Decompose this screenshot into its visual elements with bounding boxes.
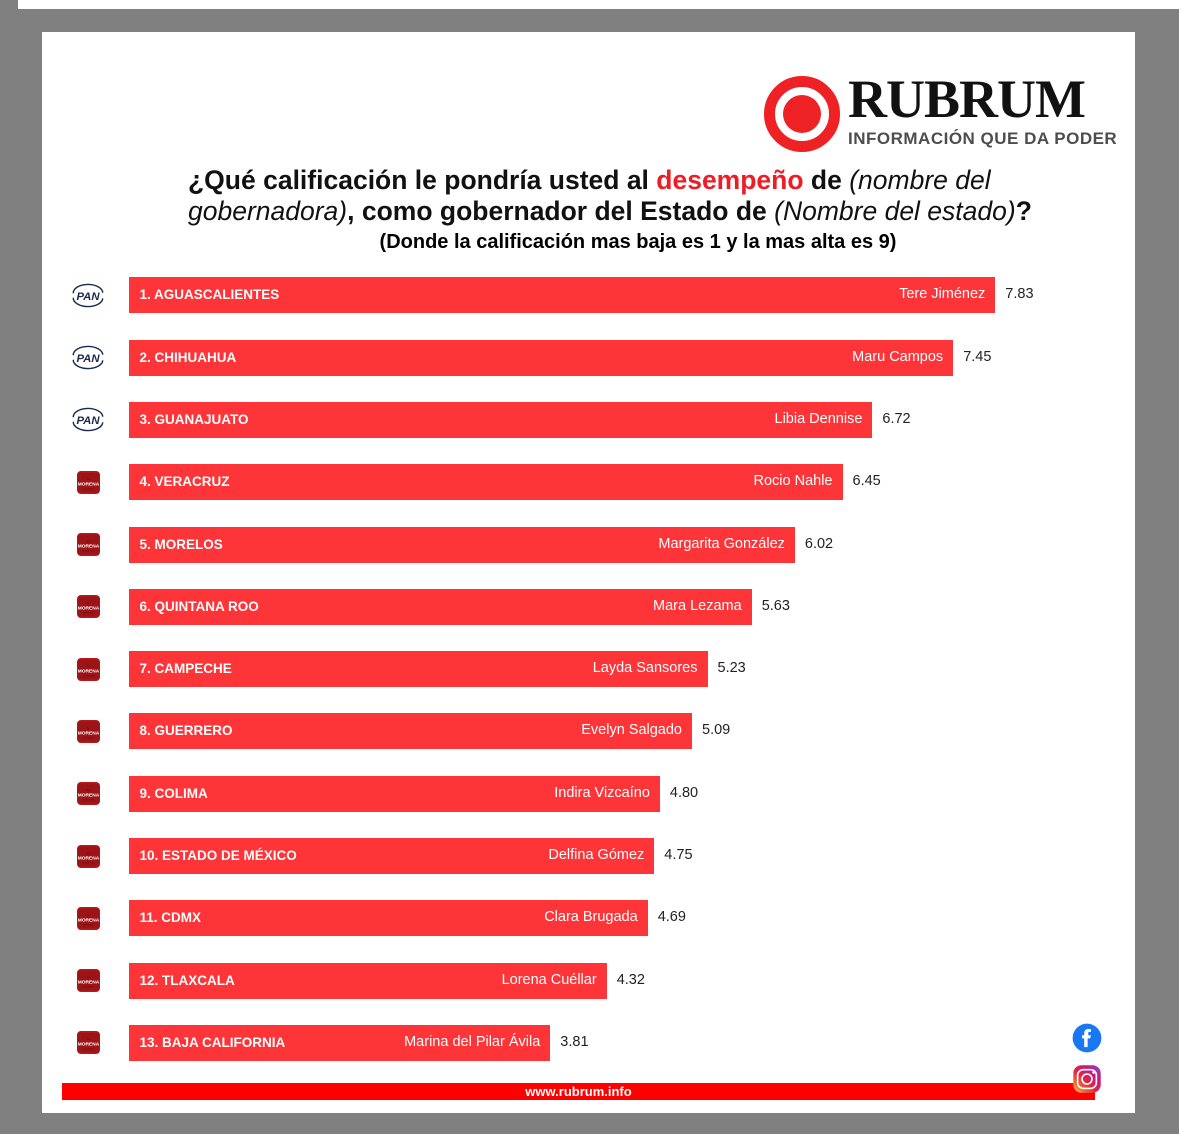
svg-text:GOBIERNO: GOBIERNO <box>82 675 94 677</box>
svg-text:GOBIERNO: GOBIERNO <box>82 613 94 615</box>
svg-text:GOBIERNO: GOBIERNO <box>82 800 94 802</box>
svg-text:4o.: 4o. <box>86 726 90 730</box>
svg-text:4o.: 4o. <box>86 1037 90 1041</box>
svg-text:4o.: 4o. <box>86 851 90 855</box>
svg-text:GOBIERNO: GOBIERNO <box>82 738 94 740</box>
svg-text:GOBIERNO: GOBIERNO <box>82 862 94 864</box>
svg-text:MORENA: MORENA <box>77 730 99 736</box>
svg-text:4o.: 4o. <box>86 788 90 792</box>
svg-text:MORENA: MORENA <box>77 543 99 549</box>
svg-text:MORENA: MORENA <box>77 979 99 985</box>
svg-text:MORENA: MORENA <box>77 606 99 612</box>
svg-text:GOBIERNO: GOBIERNO <box>82 551 94 553</box>
svg-text:GOBIERNO: GOBIERNO <box>82 987 94 989</box>
svg-text:GOBIERNO: GOBIERNO <box>82 1049 94 1051</box>
svg-text:MORENA: MORENA <box>77 481 99 487</box>
svg-text:MORENA: MORENA <box>77 793 99 799</box>
svg-text:MORENA: MORENA <box>77 668 99 674</box>
svg-text:PAN: PAN <box>76 353 100 365</box>
svg-text:4o.: 4o. <box>86 664 90 668</box>
svg-text:GOBIERNO: GOBIERNO <box>82 488 94 490</box>
svg-text:4o.: 4o. <box>86 477 90 481</box>
svg-text:MORENA: MORENA <box>77 917 99 923</box>
svg-text:4o.: 4o. <box>86 913 90 917</box>
svg-text:GOBIERNO: GOBIERNO <box>82 924 94 926</box>
svg-text:4o.: 4o. <box>86 539 90 543</box>
svg-text:4o.: 4o. <box>86 601 90 605</box>
svg-text:PAN: PAN <box>76 291 100 303</box>
svg-text:PAN: PAN <box>76 416 100 428</box>
svg-text:MORENA: MORENA <box>77 855 99 861</box>
svg-text:MORENA: MORENA <box>77 1042 99 1048</box>
svg-text:4o.: 4o. <box>86 975 90 979</box>
